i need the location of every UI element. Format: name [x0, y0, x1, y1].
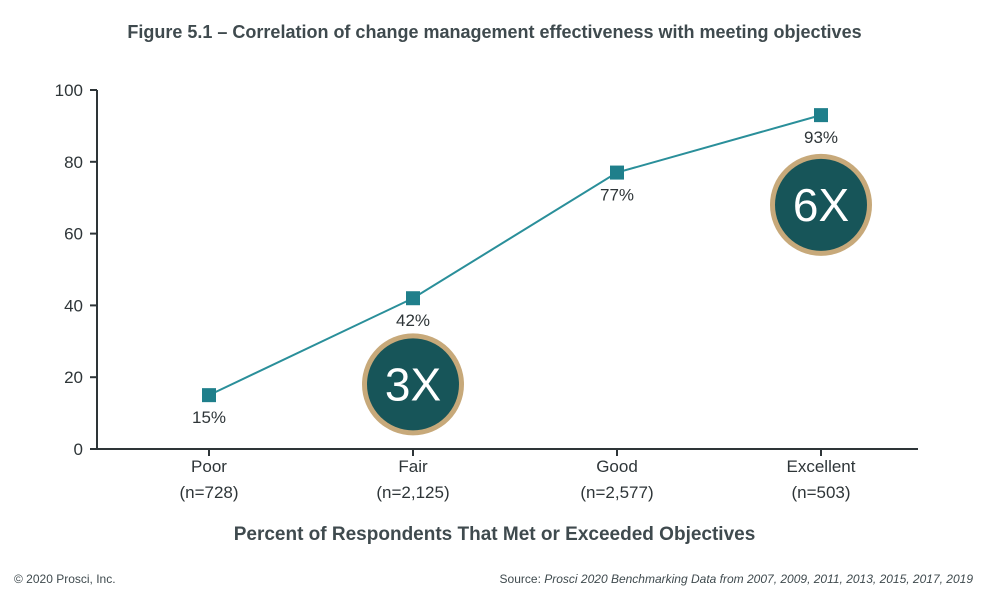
y-tick-label: 60	[64, 225, 83, 244]
x-category-count: (n=728)	[179, 483, 238, 502]
data-point-marker	[406, 291, 420, 306]
multiplier-badge	[775, 158, 867, 251]
data-point-marker	[610, 165, 624, 180]
x-category-label: Excellent	[787, 457, 856, 476]
y-tick-label: 80	[64, 153, 83, 172]
data-point-label: 77%	[600, 186, 634, 205]
y-tick-label: 20	[64, 368, 83, 387]
data-point-label: 42%	[396, 311, 430, 330]
line-chart: 0 20 40 60 80 100 Poor (n=728) Fair (n=2,125) Goo…	[55, 81, 918, 502]
multiplier-badge-label: 6X	[793, 179, 849, 231]
y-tick-label: 100	[55, 81, 83, 100]
data-point-label: 93%	[804, 128, 838, 147]
x-category-count: (n=2,577)	[580, 483, 653, 502]
y-tick-label: 0	[74, 440, 83, 459]
source-note: Source: Prosci 2020 Benchmarking Data fr…	[500, 572, 973, 586]
multiplier-badge-label: 3X	[385, 358, 441, 410]
x-category-label: Good	[596, 457, 638, 476]
multiplier-badge	[367, 338, 459, 431]
x-category-label: Poor	[191, 457, 227, 476]
source-detail: Prosci 2020 Benchmarking Data from 2007,…	[544, 572, 973, 586]
data-point-marker	[814, 108, 828, 123]
series-line	[208, 114, 822, 397]
copyright-text: © 2020 Prosci, Inc.	[14, 572, 116, 586]
chart-title: Figure 5.1 – Correlation of change manag…	[127, 22, 862, 42]
y-tick-label: 40	[64, 296, 83, 315]
data-point-label: 15%	[192, 408, 226, 427]
x-category-count: (n=503)	[791, 483, 850, 502]
data-point-marker	[202, 388, 216, 403]
x-category-count: (n=2,125)	[376, 483, 449, 502]
x-category-label: Fair	[398, 457, 428, 476]
x-axis-label: Percent of Respondents That Met or Excee…	[233, 524, 756, 545]
source-prefix: Source:	[499, 572, 545, 586]
